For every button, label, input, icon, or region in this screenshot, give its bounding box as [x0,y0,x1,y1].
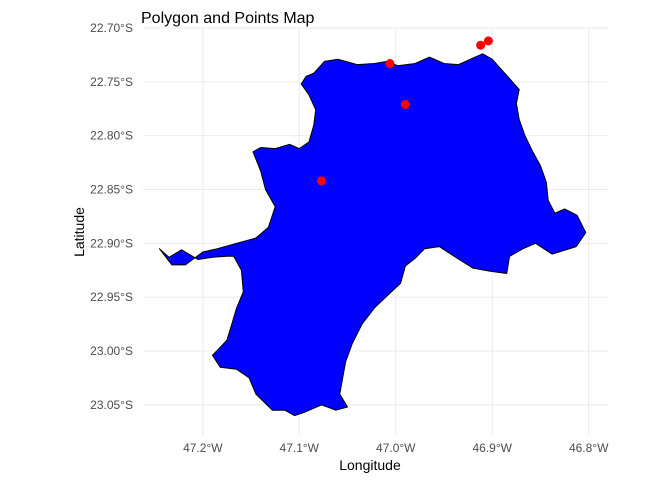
y-tick-label: 23.00°S [90,344,133,358]
points-layer [316,36,493,186]
x-tick-label: 46.9°W [472,441,512,455]
x-tick-label: 47.0°W [376,441,416,455]
x-axis-title: Longitude [339,457,401,473]
y-tick-label: 22.80°S [90,129,133,143]
x-tick-label: 47.1°W [280,441,320,455]
map-point [385,59,395,69]
y-tick-label: 22.95°S [90,290,133,304]
map-point [483,36,493,46]
map-point [400,99,410,109]
y-axis-ticks: 22.70°S 22.75°S 22.80°S 22.85°S 22.90°S 22.95… [90,21,133,412]
map-point [316,176,326,186]
polygon-layer [158,53,587,417]
y-tick-label: 22.70°S [90,21,133,35]
chart-title: Polygon and Points Map [141,10,315,27]
region-polygon [158,53,587,417]
x-tick-label: 46.8°W [569,441,609,455]
y-tick-label: 22.85°S [90,183,133,197]
map-point [476,40,486,50]
y-tick-label: 22.90°S [90,236,133,250]
y-tick-label: 23.05°S [90,398,133,412]
x-tick-label: 47.2°W [183,441,223,455]
x-axis-ticks: 47.2°W 47.1°W 47.0°W 46.9°W 46.8°W [183,441,609,455]
y-axis-title: Latitude [71,207,87,257]
y-tick-label: 22.75°S [90,75,133,89]
